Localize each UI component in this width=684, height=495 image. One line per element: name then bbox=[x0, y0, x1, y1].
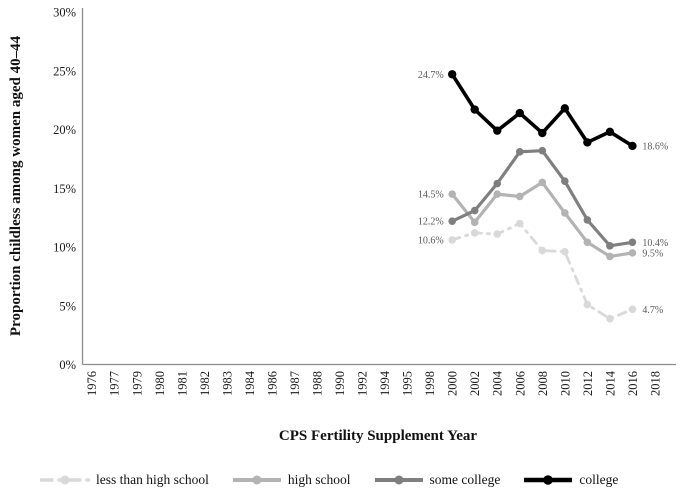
series-less-than-high-school-marker bbox=[606, 314, 614, 323]
y-tick-label: 20% bbox=[53, 123, 76, 137]
series-high-school-marker bbox=[561, 209, 569, 217]
series-some-college-marker bbox=[448, 217, 456, 225]
legend-item-less-than-high-school: less than high school bbox=[40, 472, 209, 488]
x-tick-label: 2006 bbox=[513, 371, 527, 396]
y-tick-label: 25% bbox=[53, 64, 76, 78]
x-tick-label: 2018 bbox=[648, 371, 662, 396]
x-tick-label: 1980 bbox=[153, 371, 167, 396]
series-high-school-marker bbox=[583, 238, 592, 247]
x-tick-label: 2012 bbox=[581, 371, 595, 396]
series-high-school-marker bbox=[493, 190, 502, 198]
x-tick-label: 1983 bbox=[220, 371, 234, 396]
x-tick-label: 1990 bbox=[333, 371, 347, 396]
x-tick-label: 1977 bbox=[108, 371, 122, 396]
x-tick-label: 1987 bbox=[288, 371, 302, 396]
x-axis-title: CPS Fertility Supplement Year bbox=[278, 428, 478, 444]
series-some-college-marker bbox=[561, 177, 569, 185]
legend-item-college: college bbox=[523, 472, 618, 488]
series-college-marker bbox=[493, 126, 502, 135]
point-label-last-high-school: 9.5% bbox=[642, 248, 663, 259]
series-high-school-line bbox=[450, 180, 633, 258]
series-high-school-marker bbox=[448, 190, 456, 198]
series-less-than-high-school-marker bbox=[538, 246, 547, 255]
x-tick-label: 2016 bbox=[626, 371, 640, 396]
series-high-school-marker bbox=[606, 252, 614, 261]
series-some-college-marker bbox=[515, 148, 524, 156]
series-some-college-marker bbox=[583, 216, 592, 224]
series-less-than-high-school-marker bbox=[515, 219, 524, 228]
x-tick-label: 2002 bbox=[468, 371, 482, 396]
series-some-college-marker bbox=[493, 179, 502, 188]
series-some-college-line bbox=[451, 149, 633, 248]
legend-label-some-college: some college bbox=[429, 472, 501, 487]
series-college-marker bbox=[583, 138, 592, 147]
plot-svg: 0% 5% 10% 15% 20% 25% 30% 1976 1977 1979 1980 1981 1… bbox=[53, 6, 676, 396]
point-label-last-less-than-high-school: 4.7% bbox=[642, 305, 663, 316]
legend-swatch-some-college bbox=[374, 475, 423, 485]
x-tick-label: 2004 bbox=[491, 370, 505, 396]
series-less-than-high-school-line bbox=[450, 222, 634, 321]
y-tick-label: 30% bbox=[53, 6, 76, 20]
legend-item-some-college: some college bbox=[374, 472, 501, 488]
series-college-marker bbox=[560, 104, 570, 113]
series-college-marker bbox=[447, 70, 457, 79]
point-label-last-college: 18.6% bbox=[642, 141, 668, 152]
y-tick-label: 0% bbox=[59, 358, 76, 372]
series-college-marker bbox=[538, 128, 547, 138]
point-label-first-high-school: 14.5% bbox=[418, 190, 444, 201]
series-less-than-high-school-marker bbox=[583, 300, 592, 309]
legend: less than high school high school some col… bbox=[0, 469, 684, 491]
point-label-last-some-college: 10.4% bbox=[642, 238, 668, 249]
x-tick-label: 1995 bbox=[401, 371, 415, 396]
series-high-school-marker bbox=[470, 218, 479, 227]
x-tick-label: 1994 bbox=[378, 370, 392, 396]
legend-label-less-than-high-school: less than high school bbox=[96, 472, 209, 487]
series-high-school-marker bbox=[628, 249, 637, 257]
series-college-marker bbox=[605, 127, 615, 137]
series-less-than-high-school-marker bbox=[493, 230, 502, 238]
point-label-first-some-college: 12.2% bbox=[418, 217, 444, 228]
y-tick-label: 15% bbox=[53, 182, 76, 196]
series-some-college-marker bbox=[538, 146, 547, 155]
x-tick-label: 1979 bbox=[130, 371, 144, 396]
point-label-first-less-than-high-school: 10.6% bbox=[418, 235, 444, 246]
x-tick-label: 1986 bbox=[265, 371, 279, 396]
series-less-than-high-school-marker bbox=[470, 229, 479, 237]
y-tick-label: 5% bbox=[59, 299, 76, 313]
legend-swatch-high-school bbox=[232, 475, 281, 485]
x-tick-label: 1988 bbox=[311, 371, 325, 396]
series-college-marker bbox=[470, 105, 479, 114]
legend-label-college: college bbox=[579, 472, 619, 487]
x-tick-label: 2014 bbox=[603, 370, 617, 396]
series-some-college-marker bbox=[470, 206, 479, 215]
point-label-first-college: 24.7% bbox=[418, 70, 444, 81]
series-less-than-high-school-marker bbox=[628, 305, 637, 314]
x-tick-label: 1992 bbox=[356, 371, 370, 396]
series-college-marker bbox=[628, 141, 637, 151]
x-tick-label: 2010 bbox=[558, 371, 572, 396]
x-tick-label: 1976 bbox=[85, 371, 99, 396]
x-tick-label: 1998 bbox=[423, 371, 437, 396]
x-tick-label: 1982 bbox=[198, 371, 212, 396]
legend-label-high-school: high school bbox=[287, 472, 351, 487]
y-tick-label: 10% bbox=[53, 241, 76, 255]
x-tick-label: 1981 bbox=[175, 371, 189, 396]
series-some-college-marker bbox=[606, 242, 614, 250]
x-tick-label: 2000 bbox=[446, 371, 460, 396]
series-high-school-marker bbox=[538, 178, 547, 187]
series-college-marker bbox=[515, 108, 524, 118]
series-less-than-high-school-marker bbox=[448, 236, 456, 244]
series-less-than-high-school-marker bbox=[561, 247, 569, 256]
legend-item-high-school: high school bbox=[232, 472, 351, 488]
x-tick-label: 1984 bbox=[243, 370, 257, 396]
legend-swatch-less-than-high-school bbox=[40, 475, 90, 485]
series-some-college-marker bbox=[628, 238, 637, 247]
legend-swatch-college bbox=[524, 475, 573, 485]
x-tick-label: 2008 bbox=[536, 371, 550, 396]
series-high-school-marker bbox=[515, 192, 524, 201]
